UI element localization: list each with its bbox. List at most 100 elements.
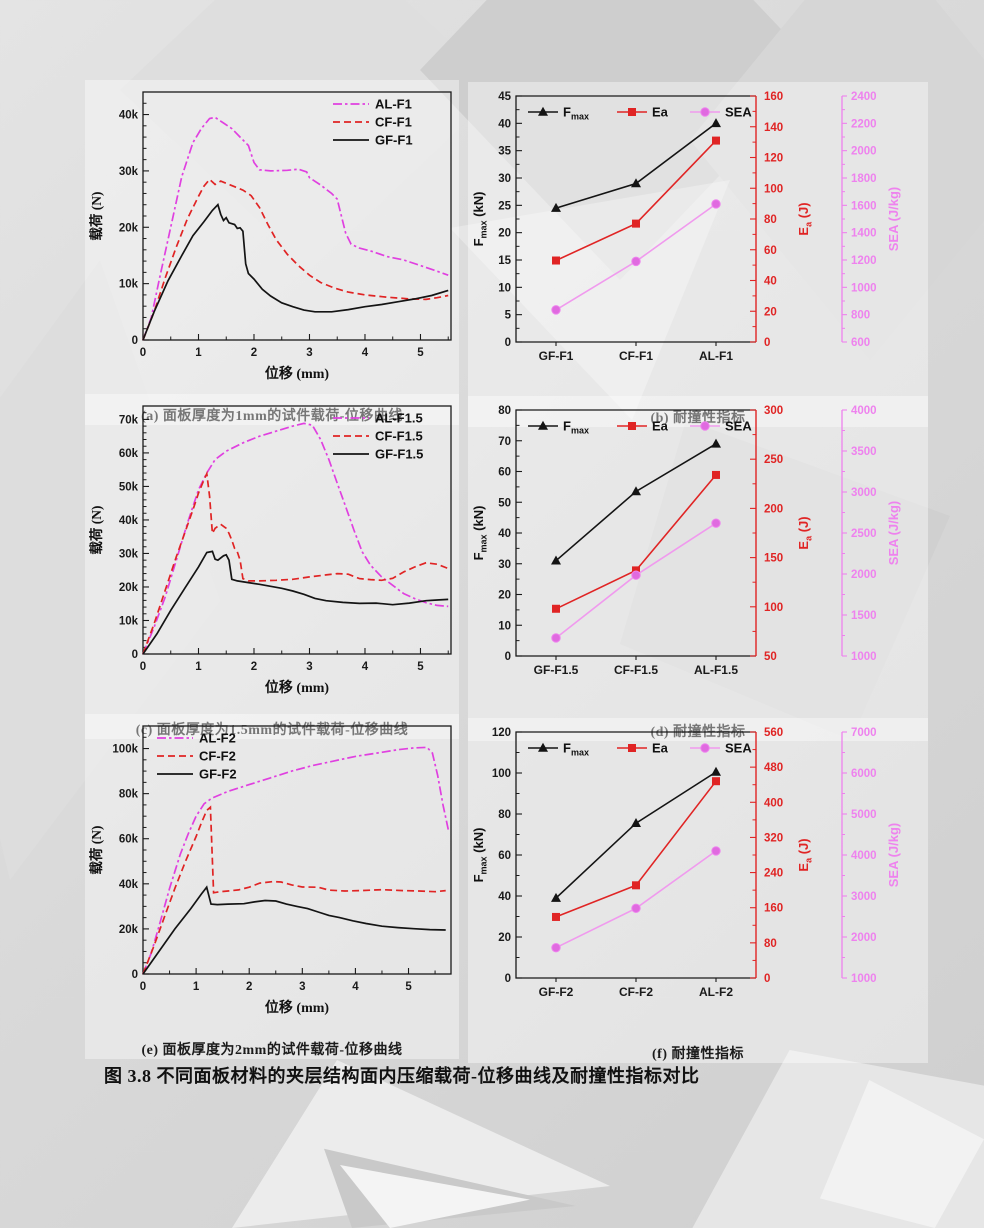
left-tick-label: 80 xyxy=(498,809,511,821)
category-label: CF-F2 xyxy=(619,985,653,999)
sea-tick-label: 1000 xyxy=(851,651,877,663)
x-tick-label: 5 xyxy=(417,347,424,359)
sea-tick-label: 4000 xyxy=(851,405,877,417)
legend-label: SEA xyxy=(725,105,752,120)
red-tick-label: 560 xyxy=(764,727,783,739)
square-marker xyxy=(552,256,560,265)
sea-tick-label: 3000 xyxy=(851,891,877,903)
left-tick-label: 30 xyxy=(498,559,511,571)
triangle-marker xyxy=(711,438,721,448)
square-marker xyxy=(712,777,720,786)
square-marker xyxy=(632,219,640,228)
legend-label: Fmax xyxy=(563,741,589,758)
red-tick-label: 80 xyxy=(764,938,777,950)
left-tick-label: 120 xyxy=(492,727,511,739)
sea-tick-label: 6000 xyxy=(851,768,877,780)
y-axis: 0 10k 20k 30k 40k xyxy=(119,91,149,347)
plot-box xyxy=(142,725,452,975)
series-markers-SEA xyxy=(551,518,721,643)
sea-tick-label: 1400 xyxy=(851,228,877,240)
sea-tick-label: 2500 xyxy=(851,528,877,540)
left-tick-label: 40 xyxy=(498,528,511,540)
category-label: CF-F1.5 xyxy=(614,663,658,677)
chart-b-caption: (b) 耐撞性指标 xyxy=(650,411,746,426)
left-tick-label: 60 xyxy=(498,850,511,862)
sea-tick-label: 7000 xyxy=(851,727,877,739)
series-line-Ea xyxy=(555,780,717,918)
curve-CF-F1.5 xyxy=(142,470,449,655)
x-tick-label: 5 xyxy=(417,661,424,673)
red-tick-label: 60 xyxy=(764,245,777,257)
legend: AL-F1 CF-F1 GF-F1 xyxy=(333,97,413,148)
y-axis: 0 20k 40k 60k 80k 100k xyxy=(112,725,149,981)
series-markers-Fmax xyxy=(551,766,721,902)
chart-c-caption: (c) 面板厚度为1.5mm的试件载荷-位移曲线 xyxy=(135,723,409,738)
legend: Fmax Ea SEA xyxy=(528,741,752,758)
left-tick-label: 100 xyxy=(492,768,511,780)
x-tick-label: 3 xyxy=(306,347,312,359)
left-tick-label: 35 xyxy=(498,146,511,158)
chart-a-load-displacement-1mm: 0 1 2 3 4 5 0 10k 20k 30k 40k 位移 (mm) 载荷 (N) AL-F1 CF-… xyxy=(85,80,459,425)
sea-axis-title: SEA (J/kg) xyxy=(886,187,901,252)
x-axis: 0 1 2 3 4 5 xyxy=(140,968,436,993)
triangle-marker xyxy=(551,202,561,212)
chart-e-caption: (e) 面板厚度为2mm的试件载荷-位移曲线 xyxy=(141,1043,403,1058)
category-label: GF-F1 xyxy=(539,349,574,363)
y-tick-label: 80k xyxy=(119,789,139,801)
curve-GF-F1.5 xyxy=(142,550,449,655)
x-tick-label: 3 xyxy=(306,661,312,673)
legend: Fmax Ea SEA xyxy=(528,105,752,122)
red-tick-label: 100 xyxy=(764,602,783,614)
circle-marker xyxy=(700,421,710,431)
red-tick-label: 120 xyxy=(764,153,783,165)
legend-label: Ea xyxy=(652,419,669,434)
legend-label: GF-F1.5 xyxy=(375,447,423,462)
y-tick-label: 0 xyxy=(132,649,138,661)
left-tick-label: 10 xyxy=(498,282,511,294)
legend-label: GF-F2 xyxy=(199,767,237,782)
red-tick-label: 200 xyxy=(764,503,783,515)
y-tick-label: 100k xyxy=(112,744,138,756)
sea-tick-label: 2000 xyxy=(851,932,877,944)
triangle-marker xyxy=(538,742,548,752)
curve-AL-F1.5 xyxy=(142,422,449,655)
x-axis-title: 位移 (mm) xyxy=(265,999,329,1016)
series-markers-SEA xyxy=(551,199,721,315)
y-axis: 0 10k 20k 30k 40k 50k 60k 70k xyxy=(119,405,149,661)
legend-label: GF-F1 xyxy=(375,133,413,148)
left-tick-label: 40 xyxy=(498,891,511,903)
left-tick-label: 0 xyxy=(505,973,511,985)
x-axis-title: 位移 (mm) xyxy=(265,365,329,382)
x-tick-label: 0 xyxy=(140,661,146,673)
series-markers-Fmax xyxy=(551,118,721,212)
sea-tick-label: 3000 xyxy=(851,487,877,499)
square-marker xyxy=(632,881,640,890)
legend-label: AL-F1.5 xyxy=(375,411,423,426)
red-tick-label: 480 xyxy=(764,762,783,774)
legend: AL-F2 CF-F2 GF-F2 xyxy=(157,731,237,782)
y-tick-label: 60k xyxy=(119,448,139,460)
chart-b-crashworthiness-1mm: 0 5 10 15 20 25 30 35 40 45 Fmax (kN) 0 20 40 60 80 100 1… xyxy=(468,82,928,427)
sea-tick-label: 5000 xyxy=(851,809,877,821)
legend: Fmax Ea SEA xyxy=(528,419,752,436)
y-tick-label: 30k xyxy=(119,548,139,560)
y-tick-label: 10k xyxy=(119,279,139,291)
red-axis-title: Ea (J) xyxy=(796,838,814,871)
red-axis: 0 20 40 60 80 100 120 140 160 xyxy=(750,91,783,349)
y-tick-label: 30k xyxy=(119,166,139,178)
red-tick-label: 140 xyxy=(764,122,783,134)
legend-label: Ea xyxy=(652,741,669,756)
circle-marker xyxy=(551,633,561,643)
red-tick-label: 250 xyxy=(764,454,783,466)
square-marker xyxy=(712,136,720,145)
sea-tick-label: 1000 xyxy=(851,282,877,294)
x-tick-label: 2 xyxy=(251,347,257,359)
legend: AL-F1.5 CF-F1.5 GF-F1.5 xyxy=(333,411,423,462)
legend-label: CF-F1 xyxy=(375,115,412,130)
x-tick-label: 3 xyxy=(299,981,305,993)
left-axis-title: Fmax (kN) xyxy=(471,828,489,883)
series-line-Fmax xyxy=(555,771,717,899)
sea-tick-label: 800 xyxy=(851,310,870,322)
category-label: AL-F1 xyxy=(699,349,733,363)
sea-tick-label: 3500 xyxy=(851,446,877,458)
